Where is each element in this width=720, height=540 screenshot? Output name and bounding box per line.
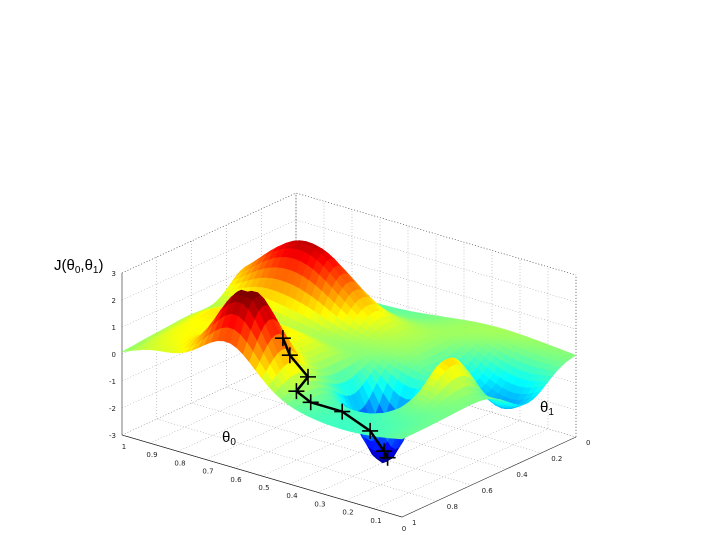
- front-floor-edge: [121, 434, 403, 518]
- theta1-tick-label: 0.2: [551, 455, 562, 463]
- grid-line-theta0: [401, 275, 577, 518]
- grid-line-theta1: [191, 241, 472, 486]
- tick-labels: 3210-1-2-310.90.80.70.60.50.40.30.20.101…: [109, 270, 590, 533]
- grid-line-theta0: [289, 242, 465, 485]
- z-tick-label: 1: [112, 324, 116, 332]
- theta0-tick-label: 0.6: [230, 476, 242, 484]
- theta1-tick-label: 0.8: [447, 503, 458, 511]
- descent-point: [379, 449, 396, 466]
- theta0-tick-label: 0.7: [202, 468, 213, 476]
- theta1-tick-label: 0: [586, 439, 590, 447]
- grid-line-z: [121, 300, 577, 384]
- surface-patch: [395, 436, 407, 440]
- grid-line-z: [121, 327, 577, 411]
- theta1-tick-label: 0.4: [516, 471, 528, 479]
- grid-line-z: [121, 246, 577, 330]
- grid-line-theta0: [261, 234, 437, 477]
- grid-line-theta0: [373, 266, 549, 509]
- descent-point: [288, 383, 305, 400]
- grid-line-theta0: [233, 225, 409, 468]
- theta1-tick-label: 1: [412, 519, 416, 527]
- theta0-tick-label: 0.9: [146, 451, 157, 459]
- descent-point: [334, 403, 351, 420]
- theta0-tick-label: 0: [402, 525, 406, 533]
- z-tick-label: 3: [112, 270, 116, 278]
- theta0-tick-label: 0.5: [258, 484, 269, 492]
- theta0-tick-label: 0.8: [174, 459, 185, 467]
- z-tick-label: 2: [112, 297, 116, 305]
- grid-line-theta0: [205, 217, 381, 460]
- z-axis-label: J(θ0,θ1): [54, 257, 103, 276]
- grid-line-z: [121, 192, 577, 276]
- grid-line-z: [121, 219, 577, 303]
- descent-point: [302, 394, 319, 411]
- descent-point: [281, 347, 298, 364]
- grid-line-theta1: [226, 225, 507, 470]
- z-tick-label: 0: [112, 351, 116, 359]
- grid-line-theta0: [177, 209, 353, 452]
- z-tick-label: -1: [109, 378, 116, 386]
- grid-line-theta0: [345, 258, 521, 501]
- y-axis-label: θ1: [540, 399, 554, 418]
- theta0-tick-label: 0.1: [370, 517, 381, 525]
- theta0-tick-label: 1: [122, 443, 126, 451]
- theta0-tick-label: 0.4: [286, 492, 298, 500]
- grid-line-theta0: [149, 201, 325, 444]
- grid-line-theta0: [317, 250, 493, 493]
- descent-point: [362, 422, 379, 439]
- descent-point: [376, 443, 393, 460]
- descent-point: [300, 368, 316, 385]
- z-tick-label: -2: [109, 405, 116, 413]
- theta1-tick-label: 0.6: [482, 487, 494, 495]
- grid-line-theta1: [156, 257, 437, 502]
- z-tick-label: -3: [109, 432, 116, 440]
- grid-line-theta0: [121, 193, 297, 436]
- axes-box-front: [121, 434, 403, 518]
- x-axis-label: θ0: [222, 429, 236, 448]
- descent-point: [274, 330, 291, 347]
- cost-surface: [121, 240, 577, 464]
- descent-path: [274, 330, 396, 466]
- theta0-tick-label: 0.3: [314, 500, 325, 508]
- theta0-tick-label: 0.2: [342, 509, 353, 517]
